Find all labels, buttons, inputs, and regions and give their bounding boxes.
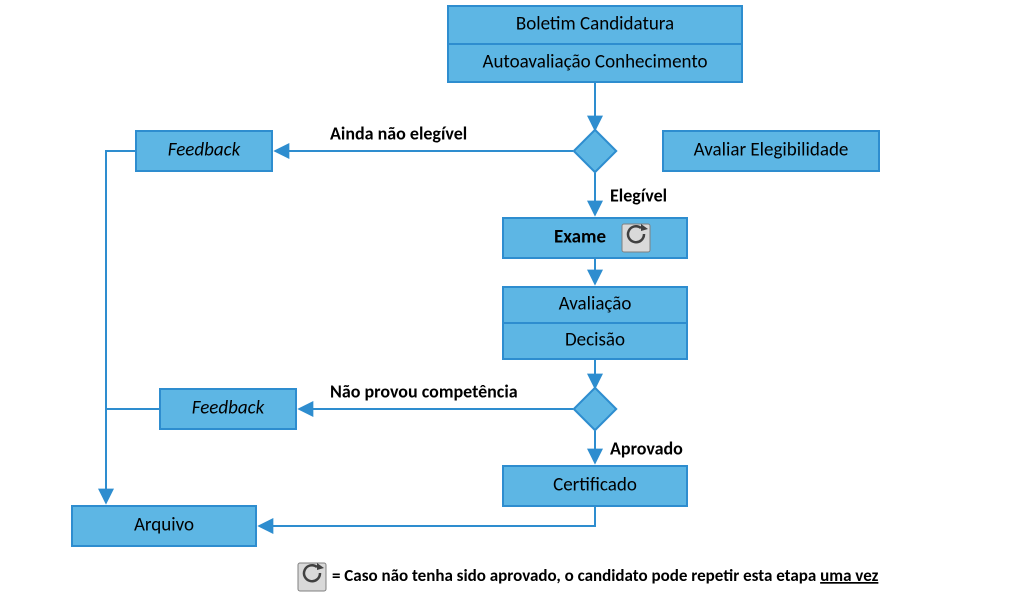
label-not-proved: Não provou competência [330, 380, 518, 402]
svg-text:Exame: Exame [554, 226, 606, 249]
svg-text:Feedback: Feedback [192, 397, 265, 420]
label-not-eligible: Ainda não elegível [330, 122, 467, 144]
svg-text:= Caso não tenha sido aprovado: = Caso não tenha sido aprovado, o candid… [332, 565, 879, 586]
footnote-prefix: = Caso não tenha sido aprovado, o candid… [332, 565, 820, 586]
node-exame: Exame [503, 218, 687, 258]
svg-text:Autoavaliação Conhecimento: Autoavaliação Conhecimento [482, 51, 707, 74]
footnote-underlined: uma vez [820, 565, 878, 586]
node-decisao: Decisão [503, 323, 687, 359]
label-approved: Aprovado [610, 437, 683, 459]
node-feedback-1: Feedback [136, 131, 272, 171]
node-certificado: Certificado [503, 466, 687, 506]
decision-2 [574, 388, 616, 430]
svg-text:Arquivo: Arquivo [134, 514, 194, 537]
label-eligible: Elegível [610, 184, 667, 206]
node-avaliar-elegibilidade: Avaliar Elegibilidade [663, 131, 879, 171]
edge-fb1-arq [106, 151, 136, 502]
svg-text:Avaliação: Avaliação [559, 293, 632, 316]
edge-cert-arq [260, 506, 595, 526]
svg-text:Certificado: Certificado [553, 474, 637, 497]
node-arquivo: Arquivo [72, 506, 256, 546]
node-avaliacao: Avaliação [503, 287, 687, 323]
node-boletim: Boletim Candidatura [448, 6, 742, 44]
node-feedback-2: Feedback [160, 389, 296, 429]
svg-text:Avaliar Elegibilidade: Avaliar Elegibilidade [694, 139, 849, 162]
footnote: = Caso não tenha sido aprovado, o candid… [298, 563, 879, 591]
svg-text:Feedback: Feedback [168, 139, 241, 162]
svg-text:Boletim Candidatura: Boletim Candidatura [516, 13, 674, 36]
svg-text:Decisão: Decisão [565, 329, 625, 352]
node-autoavaliacao: Autoavaliação Conhecimento [448, 44, 742, 82]
repeat-icon [622, 224, 650, 252]
decision-1 [574, 130, 616, 172]
